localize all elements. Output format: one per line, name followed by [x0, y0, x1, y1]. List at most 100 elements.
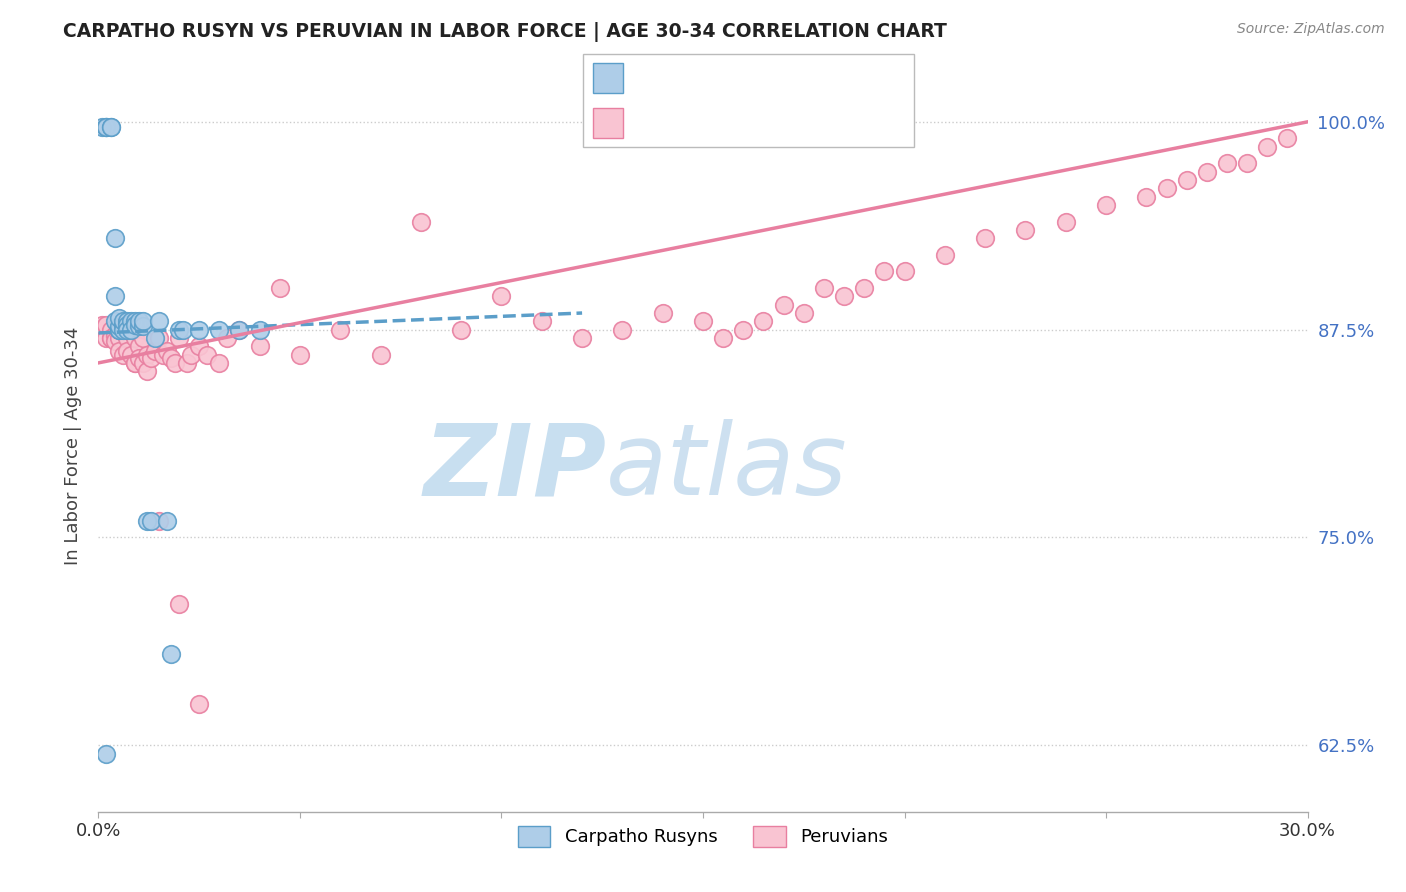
Point	[107, 323, 129, 337]
Point	[974, 231, 997, 245]
Point	[160, 351, 183, 365]
Text: 80: 80	[820, 113, 846, 132]
Point	[103, 231, 125, 245]
Text: N =: N =	[775, 69, 810, 87]
Text: Source: ZipAtlas.com: Source: ZipAtlas.com	[1237, 22, 1385, 37]
Point	[115, 331, 138, 345]
Point	[152, 347, 174, 361]
Point	[115, 344, 138, 359]
Point	[409, 214, 432, 228]
Point	[96, 120, 118, 134]
Point	[148, 514, 170, 528]
Text: ZIP: ZIP	[423, 419, 606, 516]
Point	[100, 120, 122, 134]
Point	[135, 347, 157, 361]
Point	[1014, 223, 1036, 237]
Point	[188, 339, 211, 353]
Point	[100, 323, 122, 337]
Point	[793, 306, 815, 320]
Point	[1216, 156, 1239, 170]
Point	[111, 347, 134, 361]
Point	[188, 697, 211, 711]
Y-axis label: In Labor Force | Age 30-34: In Labor Force | Age 30-34	[63, 326, 82, 566]
Point	[167, 331, 190, 345]
Point	[124, 331, 146, 345]
Point	[143, 331, 166, 345]
Point	[135, 364, 157, 378]
Point	[772, 298, 794, 312]
Text: N =: N =	[775, 114, 810, 132]
Point	[1135, 189, 1157, 203]
Point	[91, 120, 114, 134]
Point	[120, 323, 142, 337]
Point	[100, 120, 122, 134]
Bar	[593, 63, 623, 93]
Point	[132, 356, 155, 370]
Point	[450, 323, 472, 337]
Text: R =: R =	[633, 69, 666, 87]
FancyBboxPatch shape	[583, 54, 914, 147]
Point	[370, 347, 392, 361]
Point	[107, 344, 129, 359]
Point	[111, 323, 134, 337]
Point	[111, 318, 134, 332]
Point	[139, 514, 162, 528]
Point	[1156, 181, 1178, 195]
Point	[873, 264, 896, 278]
Point	[249, 323, 271, 337]
Point	[208, 356, 231, 370]
Point	[156, 344, 179, 359]
Point	[692, 314, 714, 328]
Point	[832, 289, 855, 303]
Point	[188, 323, 211, 337]
Point	[132, 314, 155, 328]
Text: CARPATHO RUSYN VS PERUVIAN IN LABOR FORCE | AGE 30-34 CORRELATION CHART: CARPATHO RUSYN VS PERUVIAN IN LABOR FORC…	[63, 22, 948, 42]
Point	[103, 314, 125, 328]
Point	[571, 331, 593, 345]
Point	[752, 314, 775, 328]
Point	[124, 314, 146, 328]
Point	[132, 319, 155, 334]
Text: atlas: atlas	[606, 419, 848, 516]
Point	[1054, 214, 1077, 228]
Point	[163, 356, 186, 370]
Point	[115, 314, 138, 328]
Point	[813, 281, 835, 295]
Point	[120, 314, 142, 328]
Point	[96, 120, 118, 134]
Point	[491, 289, 513, 303]
Point	[893, 264, 915, 278]
Point	[195, 347, 218, 361]
Point	[107, 331, 129, 345]
Point	[733, 323, 755, 337]
Point	[288, 347, 311, 361]
Point	[208, 323, 231, 337]
Point	[172, 323, 194, 337]
Point	[612, 323, 634, 337]
Point	[103, 334, 125, 349]
Point	[269, 281, 291, 295]
Point	[143, 344, 166, 359]
Point	[180, 347, 202, 361]
Point	[107, 310, 129, 325]
Text: 40: 40	[820, 69, 846, 87]
Point	[124, 318, 146, 332]
Point	[124, 356, 146, 370]
Point	[128, 319, 150, 334]
Point	[934, 248, 956, 262]
Point	[132, 331, 155, 345]
Point	[167, 323, 190, 337]
Point	[96, 747, 118, 761]
Point	[107, 323, 129, 337]
Point	[103, 289, 125, 303]
Point	[115, 323, 138, 337]
Point	[1195, 164, 1218, 178]
Point	[96, 318, 118, 332]
Point	[96, 331, 118, 345]
Point	[128, 351, 150, 365]
Point	[1095, 198, 1118, 212]
Point	[124, 356, 146, 370]
Point	[711, 331, 734, 345]
Bar	[593, 108, 623, 138]
Point	[176, 356, 198, 370]
